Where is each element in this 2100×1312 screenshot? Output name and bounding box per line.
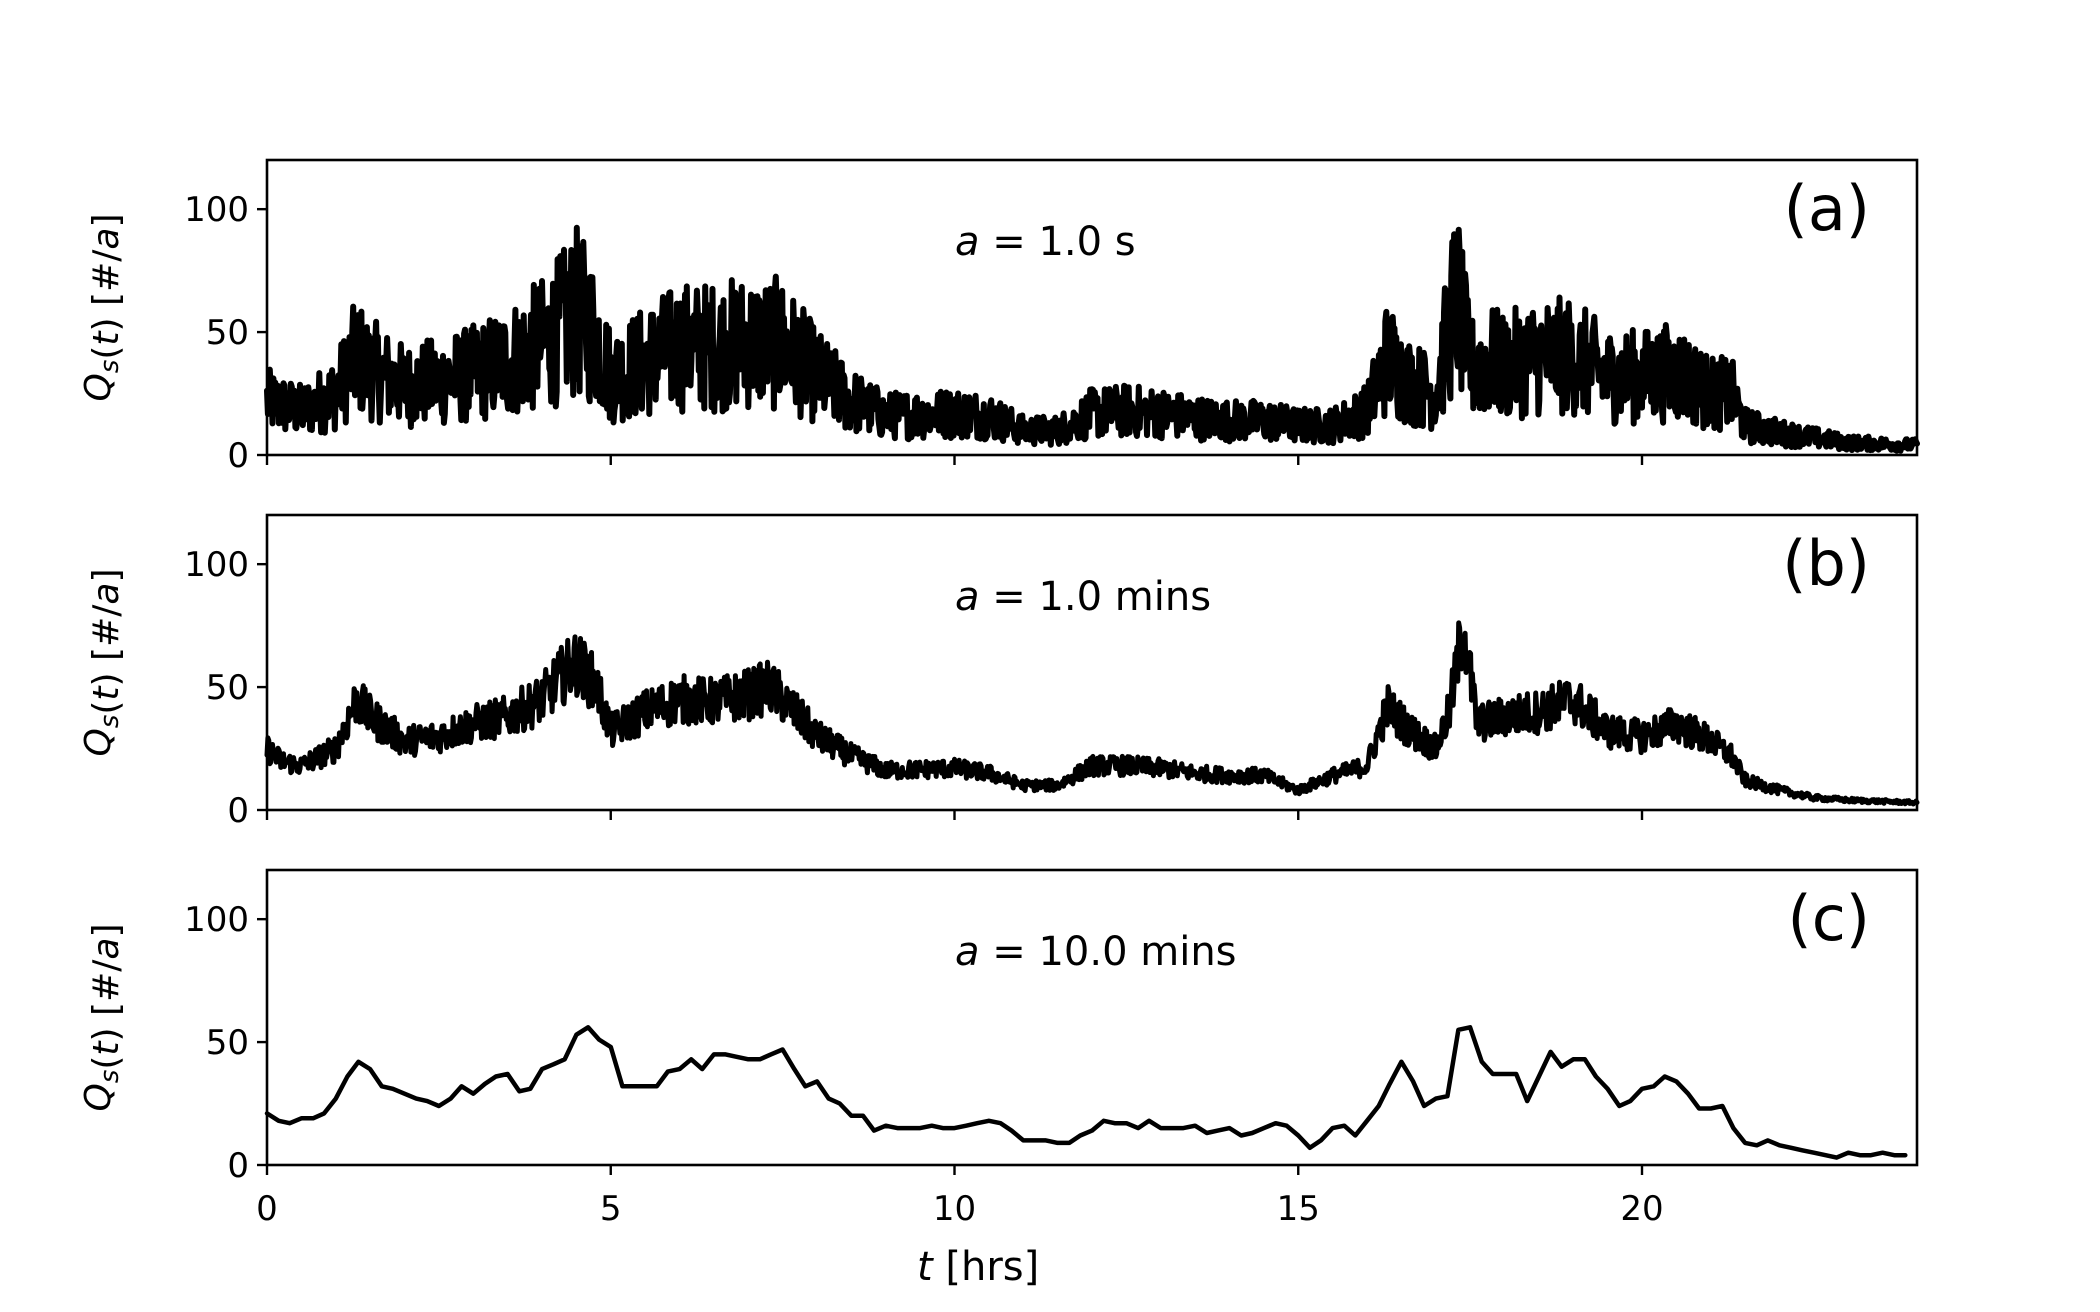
plot-frame	[265, 158, 1919, 457]
plot-frame	[265, 868, 1919, 1167]
x-tick-label: 10	[933, 1189, 976, 1229]
plot-frame	[265, 513, 1919, 812]
y-tick-label: 50	[206, 313, 249, 353]
annotation: a = 1.0 mins	[955, 574, 1211, 620]
panel-label: (c)	[1788, 882, 1870, 955]
y-tick-label: 100	[184, 190, 249, 230]
y-tick-label: 50	[206, 668, 249, 708]
x-axis-label: t [hrs]	[917, 1244, 1039, 1290]
annotation: a = 1.0 s	[955, 219, 1136, 265]
series-line	[264, 620, 1920, 807]
series-line	[264, 224, 1920, 454]
y-tick-label: 100	[184, 545, 249, 585]
panel-label: (a)	[1784, 172, 1870, 245]
y-tick-label: 0	[227, 791, 249, 831]
y-tick-label: 50	[206, 1023, 249, 1063]
y-axis-label: Qs(t) [#/a]	[78, 214, 127, 402]
x-tick-label: 20	[1620, 1189, 1663, 1229]
series-line	[264, 1025, 1908, 1160]
x-tick-label: 5	[600, 1189, 622, 1229]
y-axis-label: Qs(t) [#/a]	[78, 924, 127, 1112]
x-tick-label: 15	[1277, 1189, 1320, 1229]
y-tick-label: 100	[184, 900, 249, 940]
y-tick-label: 0	[227, 436, 249, 476]
annotation: a = 10.0 mins	[955, 929, 1237, 975]
y-tick-label: 0	[227, 1146, 249, 1186]
panel-label: (b)	[1782, 527, 1870, 600]
x-tick-label: 0	[256, 1189, 278, 1229]
y-axis-label: Qs(t) [#/a]	[78, 569, 127, 757]
